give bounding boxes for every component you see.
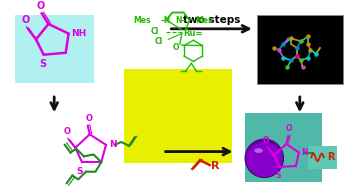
Text: two steps: two steps xyxy=(183,15,240,25)
Text: O: O xyxy=(173,43,179,52)
Text: Mes: Mes xyxy=(195,16,213,25)
Text: O: O xyxy=(21,15,29,25)
Text: O: O xyxy=(37,1,45,11)
Text: O: O xyxy=(263,136,269,145)
Text: NH: NH xyxy=(72,29,87,38)
Text: O: O xyxy=(63,127,70,136)
Text: R: R xyxy=(211,161,219,171)
Circle shape xyxy=(245,139,284,177)
Text: O: O xyxy=(85,114,92,123)
Text: N: N xyxy=(109,140,116,149)
Text: –N: –N xyxy=(161,16,171,25)
Text: O: O xyxy=(286,124,292,133)
FancyBboxPatch shape xyxy=(15,15,93,83)
Ellipse shape xyxy=(254,148,263,153)
Text: S: S xyxy=(275,171,280,180)
Text: Cl: Cl xyxy=(150,27,159,36)
Text: N–: N– xyxy=(175,16,185,25)
Text: S: S xyxy=(39,59,46,69)
Text: N: N xyxy=(301,148,307,157)
Text: R: R xyxy=(327,152,335,162)
Text: S: S xyxy=(77,167,83,176)
FancyBboxPatch shape xyxy=(257,15,343,84)
FancyBboxPatch shape xyxy=(124,69,232,163)
Text: Mes: Mes xyxy=(133,16,151,25)
FancyBboxPatch shape xyxy=(308,146,337,169)
FancyBboxPatch shape xyxy=(245,113,322,182)
Text: Cl: Cl xyxy=(154,37,162,46)
Text: Ru=: Ru= xyxy=(184,29,203,38)
